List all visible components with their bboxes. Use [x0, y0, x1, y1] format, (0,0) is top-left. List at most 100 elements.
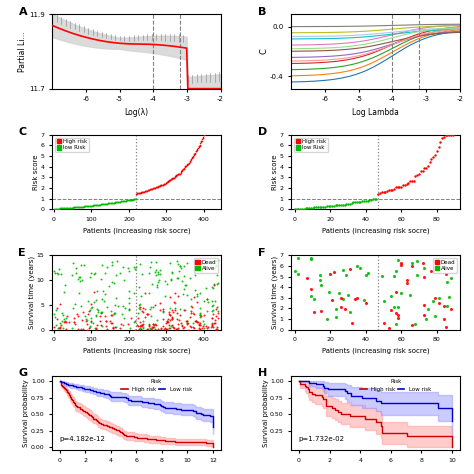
- Point: [202, 322, 210, 330]
- Point: [348, 319, 356, 327]
- Point: [446, 131, 453, 138]
- Point: [61, 204, 68, 212]
- Point: [77, 203, 84, 210]
- Point: [195, 320, 202, 328]
- Point: [109, 199, 116, 207]
- Point: [97, 201, 105, 208]
- Point: [148, 185, 155, 192]
- Point: [444, 131, 451, 138]
- Point: [103, 200, 110, 208]
- Point: [154, 281, 161, 289]
- Point: [314, 203, 322, 211]
- Point: [96, 318, 103, 325]
- Point: [122, 197, 129, 205]
- Point: [318, 203, 325, 210]
- Point: [183, 291, 191, 299]
- Point: [86, 202, 94, 210]
- Point: [180, 285, 188, 292]
- Point: [203, 295, 211, 303]
- Point: [188, 155, 195, 163]
- Point: [186, 274, 193, 282]
- Point: [120, 197, 128, 205]
- Point: [138, 321, 146, 329]
- Point: [108, 261, 116, 269]
- Point: [295, 205, 302, 213]
- Point: [69, 259, 76, 266]
- Point: [55, 205, 63, 212]
- Point: [97, 201, 105, 208]
- Point: [79, 308, 87, 316]
- Point: [179, 165, 187, 173]
- Point: [64, 204, 71, 212]
- Point: [69, 204, 76, 211]
- Point: [173, 171, 181, 179]
- Point: [435, 294, 442, 302]
- Point: [87, 315, 94, 322]
- Point: [190, 150, 198, 158]
- Point: [99, 201, 107, 208]
- Point: [429, 297, 437, 304]
- Point: [156, 182, 164, 190]
- Point: [119, 197, 127, 205]
- Legend: Dead, Alive: Dead, Alive: [433, 258, 457, 273]
- Point: [196, 289, 203, 297]
- Point: [132, 195, 140, 202]
- Point: [192, 147, 200, 155]
- Point: [180, 272, 188, 280]
- Point: [429, 153, 437, 161]
- Point: [152, 272, 160, 279]
- Point: [90, 288, 98, 296]
- Point: [387, 186, 394, 194]
- Point: [103, 322, 110, 330]
- Point: [424, 162, 432, 170]
- Point: [75, 203, 83, 211]
- Point: [91, 201, 98, 209]
- Point: [90, 319, 97, 327]
- Point: [209, 126, 217, 133]
- Point: [159, 181, 167, 189]
- Point: [60, 204, 67, 212]
- Point: [100, 201, 107, 208]
- Point: [73, 203, 80, 211]
- Point: [392, 268, 400, 275]
- Point: [95, 201, 103, 209]
- Point: [197, 311, 204, 319]
- Point: [153, 183, 160, 191]
- Point: [119, 321, 127, 328]
- Point: [210, 281, 218, 289]
- Point: [383, 187, 391, 194]
- Text: H: H: [258, 368, 267, 378]
- Point: [199, 322, 207, 330]
- Point: [310, 204, 318, 211]
- Point: [428, 155, 435, 163]
- Point: [109, 199, 117, 207]
- Point: [164, 178, 171, 186]
- Point: [78, 326, 85, 333]
- Point: [63, 204, 70, 212]
- Point: [149, 320, 157, 328]
- Point: [153, 283, 161, 291]
- Point: [94, 308, 102, 316]
- Point: [99, 201, 107, 208]
- Point: [126, 294, 133, 302]
- Point: [161, 324, 169, 332]
- Point: [420, 301, 428, 309]
- Point: [160, 325, 167, 333]
- Point: [195, 321, 203, 328]
- Point: [120, 197, 128, 205]
- Point: [166, 259, 174, 267]
- Point: [214, 257, 222, 264]
- Point: [61, 281, 69, 289]
- Point: [208, 126, 215, 133]
- Point: [78, 203, 86, 210]
- Point: [86, 323, 93, 330]
- Point: [94, 306, 101, 314]
- Point: [318, 281, 325, 289]
- Point: [104, 200, 111, 207]
- Point: [73, 203, 81, 211]
- Point: [195, 325, 203, 332]
- Point: [410, 177, 418, 184]
- Point: [199, 134, 206, 142]
- Point: [182, 162, 189, 170]
- Point: [408, 259, 416, 267]
